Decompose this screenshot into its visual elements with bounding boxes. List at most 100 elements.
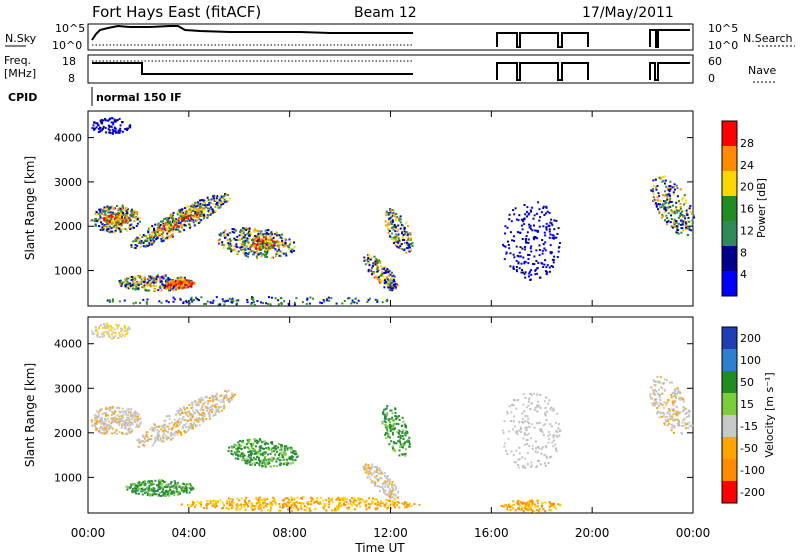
echo-cell [208,207,211,210]
echo-cell [190,285,193,288]
echo-cell [398,219,401,222]
echo-cell [521,421,523,424]
echo-cell [115,421,118,424]
echo-cell [129,486,132,488]
echo-cell [170,431,173,434]
echo-cell [681,421,684,424]
echo-cell [249,244,252,246]
echo-cell [399,437,402,439]
echo-cell [148,489,151,492]
echo-cell [218,199,221,201]
echo-cell [136,217,139,220]
echo-cell [276,457,279,460]
echo-cell [219,199,222,202]
echo-cell [104,417,106,420]
echo-cell [113,225,115,228]
echo-cell [239,454,242,457]
echo-cell [537,261,540,264]
echo-cell [546,210,549,213]
echo-cell [545,228,548,231]
echo-cell [154,427,156,430]
echo-cell [222,405,225,408]
echo-cell [137,287,140,290]
echo-cell [260,301,262,304]
echo-cell [109,406,111,409]
echo-cell [105,131,108,134]
echo-cell [224,232,226,235]
echo-cell [518,446,521,449]
echo-cell [187,220,190,223]
echo-cell [508,405,511,408]
echo-cell [525,235,528,238]
echo-cell [196,210,199,213]
echo-cell [685,199,688,202]
echo-cell [153,230,156,233]
echo-cell [168,428,170,431]
echo-cell [396,500,399,503]
echo-cell [249,232,252,234]
echo-cell [395,287,398,290]
echo-cell [677,418,680,421]
echo-cell [190,425,193,427]
echo-cell [160,220,162,223]
echo-cell [129,213,132,216]
echo-cell [226,238,229,241]
echo-cell [402,429,405,432]
echo-cell [179,215,182,218]
echo-cell [263,443,266,445]
echo-cell [657,208,659,211]
echo-cell [674,188,676,191]
echo-cell [551,409,554,412]
echo-cell [243,506,246,508]
echo-cell [548,230,551,233]
echo-cell [120,426,123,429]
echo-cell [405,505,408,508]
echo-cell [124,279,127,282]
freq-tick-low: 8 [68,72,75,85]
echo-cell [187,215,190,218]
echo-cell [248,439,251,442]
echo-cell [125,218,128,221]
echo-cell [163,228,166,230]
echo-cell [525,429,528,432]
echo-cell [686,213,689,216]
echo-cell [542,205,545,208]
echo-cell [249,463,252,466]
echo-cell [241,455,244,458]
echo-cell [121,218,123,221]
echo-cell [364,500,367,503]
echo-cell [93,127,96,130]
echo-cell [126,229,128,232]
echo-cell [114,217,116,220]
echo-cell [385,493,388,496]
echo-cell [153,493,156,496]
echo-cell [677,413,680,416]
echo-cell [154,233,157,236]
echo-cell [388,274,391,277]
echo-cell [219,234,222,237]
echo-cell [280,451,282,454]
echo-cell [176,213,179,216]
echo-cell [254,448,256,451]
echo-cell [145,435,148,438]
echo-cell [292,451,295,454]
echo-cell [653,185,656,187]
echo-cell [274,297,277,300]
echo-cell [259,252,262,255]
echo-cell [386,507,388,510]
echo-cell [111,117,114,120]
echo-cell [118,417,121,420]
echo-cell [141,286,144,289]
echo-cell [160,425,163,428]
echo-cell [392,212,395,215]
echo-cell [179,432,182,434]
echo-cell [395,442,398,445]
echo-cell [391,214,394,217]
echo-cell [131,214,134,216]
echo-cell [681,424,684,427]
echo-cell [168,414,171,417]
echo-cell [682,220,685,223]
echo-cell [387,419,390,422]
echo-cell [529,247,532,250]
echo-cell [172,228,175,231]
